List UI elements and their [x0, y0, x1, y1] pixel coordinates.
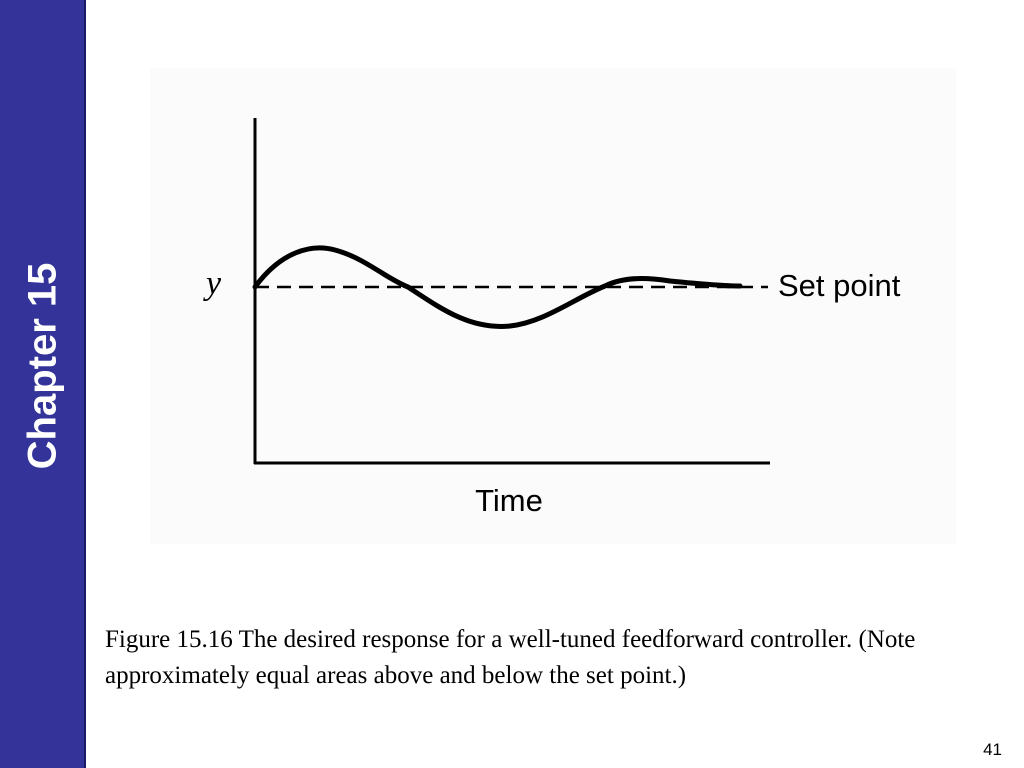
- response-curve: [252, 245, 743, 329]
- slide-number: 41: [983, 740, 1002, 759]
- response-figure: y Set point Time: [150, 68, 956, 544]
- chapter-title: Chapter 15: [20, 262, 65, 470]
- time-axis-label: Time: [475, 483, 543, 518]
- figure-caption: Figure 15.16 The desired response for a …: [105, 626, 916, 689]
- y-axis-label: y: [203, 265, 222, 302]
- sidebar: Chapter 15: [0, 0, 86, 768]
- response-diagram: y Set point Time: [203, 118, 901, 518]
- setpoint-label: Set point: [778, 268, 901, 303]
